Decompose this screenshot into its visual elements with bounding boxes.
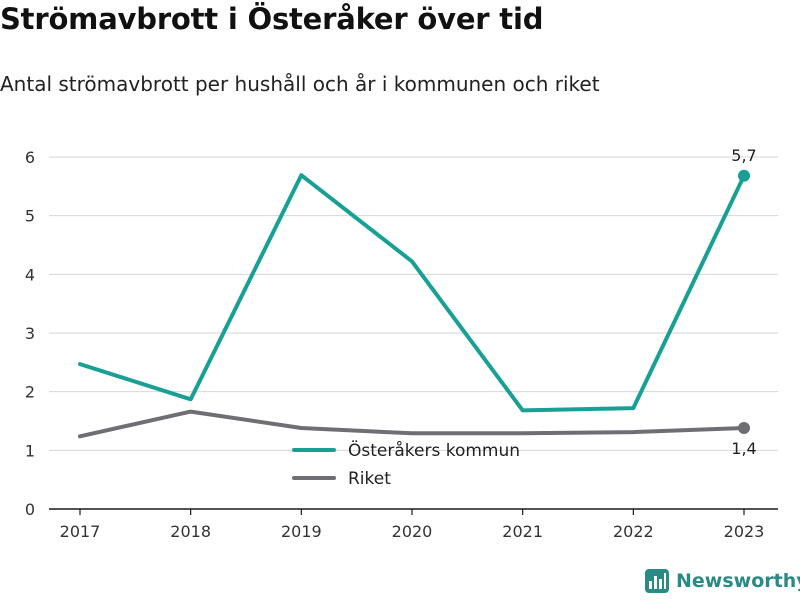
end-value-label: 1,4 bbox=[731, 439, 756, 458]
y-tick-label: 5 bbox=[25, 207, 35, 226]
end-point-marker bbox=[738, 422, 750, 435]
data-point bbox=[410, 431, 414, 435]
chart-title: Strömavbrott i Österåker över tid bbox=[0, 2, 544, 36]
newsworthy-logo: Newsworthy bbox=[644, 568, 800, 594]
x-tick-label: 2022 bbox=[613, 522, 654, 541]
x-tick-label: 2018 bbox=[170, 522, 211, 541]
data-point bbox=[299, 426, 303, 430]
data-point bbox=[521, 431, 525, 435]
data-point bbox=[299, 173, 303, 177]
legend-label: Riket bbox=[348, 469, 391, 489]
data-point bbox=[631, 406, 635, 410]
y-tick-label: 3 bbox=[25, 324, 35, 343]
gridlines bbox=[49, 156, 778, 451]
x-tick-label: 2021 bbox=[502, 522, 543, 541]
y-tick-label: 1 bbox=[25, 441, 35, 460]
y-tick-label: 2 bbox=[25, 383, 35, 402]
chart-subtitle: Antal strömavbrott per hushåll och år i … bbox=[0, 72, 600, 96]
data-point bbox=[189, 397, 193, 401]
x-tick-label: 2020 bbox=[392, 522, 433, 541]
newsworthy-logo-icon bbox=[645, 569, 669, 593]
x-tick-label: 2017 bbox=[60, 522, 101, 541]
axes: 0 1 2 3 4 5 6 2017 2018 2019 2020 2021 2022 2023 bbox=[25, 148, 778, 541]
x-tick-label: 2023 bbox=[724, 522, 765, 541]
y-tick-label: 4 bbox=[25, 265, 35, 284]
end-value-label: 5,7 bbox=[731, 146, 756, 165]
series-lines bbox=[78, 169, 750, 439]
data-point bbox=[189, 410, 193, 414]
data-point bbox=[78, 362, 82, 366]
newsworthy-logo-text: Newsworthy bbox=[676, 570, 800, 592]
end-point-marker bbox=[738, 169, 750, 182]
series-line bbox=[78, 173, 746, 413]
x-tick-label: 2019 bbox=[281, 522, 322, 541]
data-point bbox=[410, 259, 414, 263]
y-tick-label: 6 bbox=[25, 148, 35, 167]
y-tick-label: 0 bbox=[25, 500, 35, 519]
legend: Österåkers kommun Riket bbox=[292, 439, 520, 489]
data-point bbox=[521, 408, 525, 412]
series-line bbox=[78, 409, 746, 439]
data-point bbox=[78, 434, 82, 438]
data-point bbox=[631, 430, 635, 434]
legend-label: Österåkers kommun bbox=[348, 439, 520, 461]
data-labels: 5,7 1,4 bbox=[731, 146, 756, 458]
